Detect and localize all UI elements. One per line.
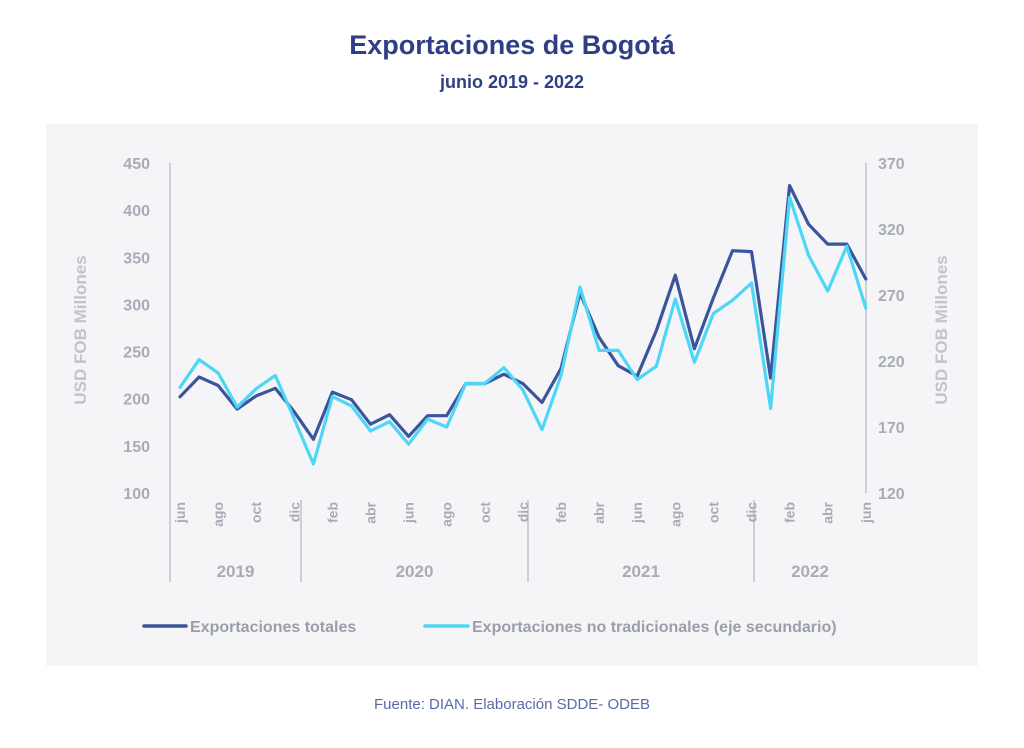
- x-tick-month: jun: [172, 502, 188, 524]
- x-tick-month: oct: [248, 502, 264, 523]
- y-tick-left: 300: [123, 297, 150, 314]
- x-tick-month: abr: [820, 501, 836, 523]
- x-tick-month: oct: [477, 502, 493, 523]
- x-tick-month: dic: [286, 502, 302, 522]
- x-tick-month: jun: [401, 502, 417, 524]
- source-note: Fuente: DIAN. Elaboración SDDE- ODEB: [374, 696, 650, 713]
- x-tick-month: feb: [324, 502, 340, 523]
- y-tick-right: 320: [878, 222, 905, 239]
- x-tick-month: abr: [591, 501, 607, 523]
- x-tick-month: abr: [363, 501, 379, 523]
- legend-label: Exportaciones totales: [190, 619, 356, 636]
- x-year-label: 2020: [396, 562, 434, 581]
- chart-panel: [46, 124, 978, 666]
- y-tick-left: 200: [123, 392, 150, 409]
- y-axis-right-title: USD FOB Millones: [932, 255, 951, 404]
- series-line-no-tradicionales: [178, 195, 868, 466]
- axes: [169, 163, 867, 582]
- x-tick-month: ago: [667, 502, 683, 527]
- x-tick-month: feb: [782, 502, 798, 523]
- legend-label: Exportaciones no tradicionales (eje secu…: [472, 619, 837, 636]
- y-tick-left: 350: [123, 250, 150, 267]
- x-year-label: 2021: [622, 562, 660, 581]
- y-axis-left-ticks: 450 400 350 300 250 200 150 100: [123, 156, 150, 503]
- y-tick-right: 220: [878, 354, 905, 371]
- x-tick-month: jun: [858, 502, 874, 524]
- series-lines: [178, 184, 868, 466]
- x-tick-month: dic: [515, 502, 531, 522]
- y-tick-left: 400: [123, 203, 150, 220]
- y-tick-left: 250: [123, 345, 150, 362]
- x-tick-month: feb: [553, 502, 569, 523]
- y-tick-right: 270: [878, 288, 905, 305]
- y-tick-right: 370: [878, 156, 905, 173]
- y-axis-right-ticks: 370 320 270 220 170 120: [878, 156, 905, 503]
- series-line-totales: [178, 184, 868, 441]
- x-tick-month: jun: [629, 502, 645, 524]
- chart-subtitle: junio 2019 - 2022: [439, 72, 585, 92]
- x-year-label: 2022: [791, 562, 829, 581]
- x-tick-month: ago: [210, 502, 226, 527]
- y-tick-right: 170: [878, 420, 905, 437]
- x-tick-month: oct: [705, 502, 721, 523]
- y-tick-left: 100: [123, 486, 150, 503]
- x-tick-month: ago: [439, 502, 455, 527]
- legend: Exportaciones totales Exportaciones no tr…: [142, 619, 837, 636]
- y-tick-left: 150: [123, 439, 150, 456]
- x-axis-month-labels: jun ago oct dic feb abr jun ago oct dic feb abr jun a…: [172, 501, 874, 526]
- x-axis-year-groups: 2019 2020 2021 2022: [217, 562, 829, 581]
- chart-title: Exportaciones de Bogotá: [349, 30, 675, 60]
- y-tick-right: 120: [878, 486, 905, 503]
- x-tick-month: dic: [744, 502, 760, 522]
- x-year-label: 2019: [217, 562, 255, 581]
- y-tick-left: 450: [123, 156, 150, 173]
- y-axis-left-title: USD FOB Millones: [71, 255, 90, 404]
